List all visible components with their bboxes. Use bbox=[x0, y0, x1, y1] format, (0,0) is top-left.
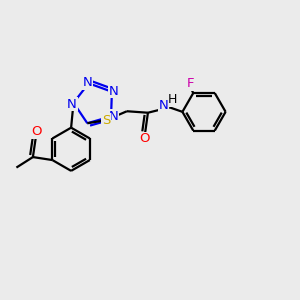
Text: O: O bbox=[31, 125, 42, 138]
Text: F: F bbox=[187, 77, 195, 90]
Text: N: N bbox=[82, 76, 92, 89]
Text: N: N bbox=[109, 85, 118, 98]
Text: N: N bbox=[109, 110, 118, 123]
Text: S: S bbox=[102, 114, 110, 127]
Text: N: N bbox=[67, 98, 77, 111]
Text: N: N bbox=[159, 99, 168, 112]
Text: H: H bbox=[168, 93, 177, 106]
Text: O: O bbox=[139, 132, 150, 145]
